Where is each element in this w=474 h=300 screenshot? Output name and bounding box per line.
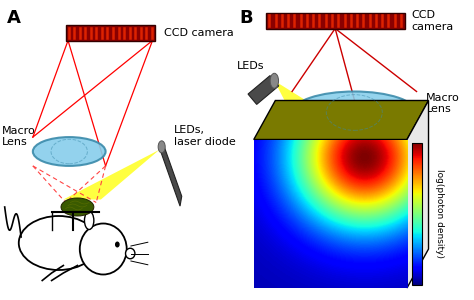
Polygon shape <box>407 100 428 288</box>
Text: CCD camera: CCD camera <box>164 28 234 38</box>
Polygon shape <box>161 142 182 206</box>
Polygon shape <box>248 76 279 104</box>
Ellipse shape <box>115 242 119 248</box>
Ellipse shape <box>80 224 127 274</box>
Text: A: A <box>7 9 21 27</box>
Y-axis label: log(photon density): log(photon density) <box>435 169 444 258</box>
Ellipse shape <box>292 92 417 134</box>
Text: 1mm: 1mm <box>271 268 297 278</box>
Bar <box>266 13 405 28</box>
Text: Macro
Lens: Macro Lens <box>426 93 460 114</box>
Text: B: B <box>239 9 253 27</box>
Ellipse shape <box>19 216 99 270</box>
Ellipse shape <box>61 198 94 216</box>
Text: CCD
camera: CCD camera <box>412 10 454 32</box>
Text: LEDs: LEDs <box>237 61 264 71</box>
Text: LEDs,
laser diode: LEDs, laser diode <box>173 125 236 147</box>
Bar <box>66 26 155 40</box>
Ellipse shape <box>270 73 279 88</box>
Ellipse shape <box>158 141 165 153</box>
Text: Macro
Lens: Macro Lens <box>2 126 36 147</box>
Polygon shape <box>254 100 428 140</box>
Ellipse shape <box>126 248 135 259</box>
Ellipse shape <box>33 137 106 166</box>
Ellipse shape <box>84 212 94 230</box>
Polygon shape <box>64 150 159 200</box>
Polygon shape <box>274 81 374 142</box>
